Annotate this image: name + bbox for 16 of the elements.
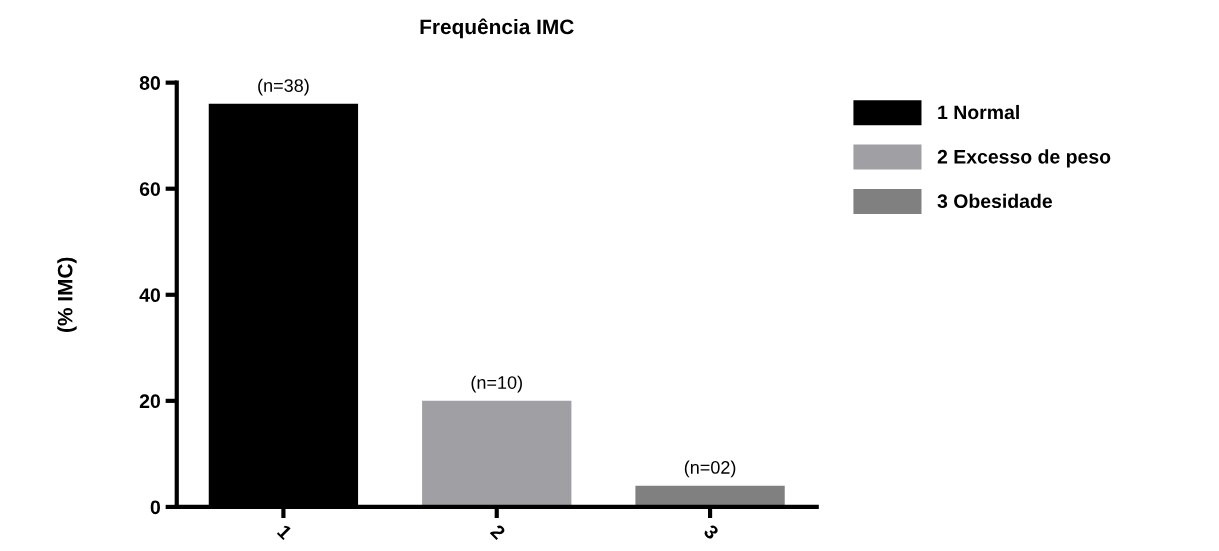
x-tick-label: 3 [702, 523, 720, 541]
y-tick-label: 20 [139, 394, 160, 409]
y-axis-title: (% IMC) [57, 257, 77, 332]
x-tick-label: 2 [489, 523, 507, 540]
y-tick-label: 80 [139, 76, 160, 90]
x-tick-label: 1 [276, 524, 293, 541]
legend-label: 3 Obesidade [937, 193, 1053, 209]
y-tick-label: 40 [139, 288, 160, 303]
y-tick-label: 0 [150, 500, 160, 515]
y-tick-label: 60 [139, 182, 160, 196]
annotation: (n=38) [258, 78, 309, 96]
legend-label: 2 Excesso de peso [937, 149, 1111, 168]
chart-title: Frequência IMC [420, 18, 574, 39]
annotation: (n=10) [471, 375, 522, 393]
legend-label: 1 Normal [938, 104, 1019, 120]
annotation: (n=02) [684, 460, 736, 478]
